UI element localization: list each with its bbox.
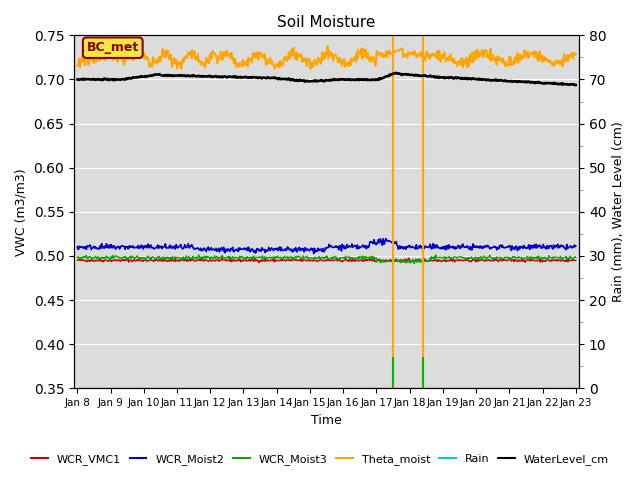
Title: Soil Moisture: Soil Moisture xyxy=(277,15,376,30)
Text: BC_met: BC_met xyxy=(86,41,139,54)
Y-axis label: Rain (mm), Water Level (cm): Rain (mm), Water Level (cm) xyxy=(612,121,625,302)
Legend: WCR_VMC1, WCR_Moist2, WCR_Moist3, Theta_moist, Rain, WaterLevel_cm: WCR_VMC1, WCR_Moist2, WCR_Moist3, Theta_… xyxy=(27,450,613,469)
Y-axis label: VWC (m3/m3): VWC (m3/m3) xyxy=(15,168,28,256)
X-axis label: Time: Time xyxy=(311,414,342,427)
